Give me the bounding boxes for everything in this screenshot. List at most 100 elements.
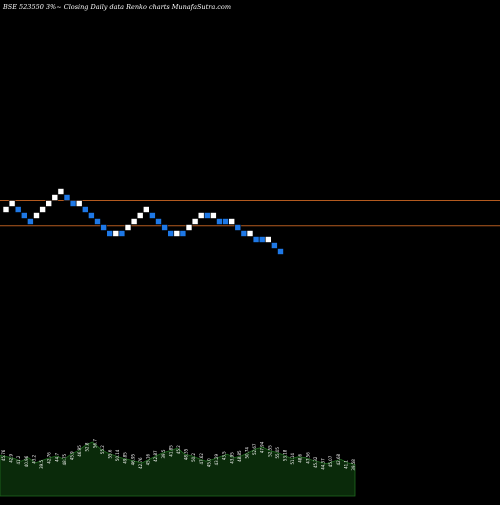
renko-brick-down [234,224,242,231]
renko-brick-up [112,230,120,237]
renko-brick-down [100,224,107,231]
renko-brick-up [197,212,205,219]
renko-brick-down [94,218,101,225]
renko-brick-down [161,224,168,231]
volume-label: 40.96 [24,455,29,467]
renko-brick-down [167,230,174,237]
renko-brick-up [57,188,65,195]
renko-brick-down [20,212,28,219]
renko-brick-up [45,200,53,207]
renko-brick-up [264,236,272,243]
volume-label: 47.62 [199,453,204,465]
volume-label: 45.76 [1,449,6,461]
renko-brick-up [51,194,59,201]
volume-label: 41.85 [168,445,173,457]
volume-label: 44.7 [54,453,59,462]
volume-label: 52.55 [267,445,272,457]
volume-label: 42.87 [153,450,158,462]
volume-label: 48.6 [298,453,303,462]
volume-label: 50.74 [245,447,250,459]
renko-brick-down [14,206,22,213]
volume-label: 39.58 [351,459,356,471]
renko-brick-up [39,206,46,213]
renko-brick-up [75,200,83,207]
volume-label: 43.95 [229,452,234,464]
volume-label: 47.56 [305,452,310,464]
volume-label: 52.8 [85,442,90,451]
volume-label: 44.37 [321,458,326,470]
volume-label: 55.6 [108,449,113,458]
volume-label: 47.94 [260,441,265,453]
volume-area [0,441,356,497]
renko-brick-down [27,218,34,225]
volume-label: 43.2 [31,454,36,463]
volume-label: 45.16 [146,453,151,465]
renko-brick-down [222,218,229,225]
volume-label: 43.29 [214,453,219,465]
volume-label: 56.7 [92,439,97,448]
renko-brick-down [204,212,211,219]
renko-brick-down [277,248,284,255]
renko-brick-up [191,218,199,225]
chart-title: BSE 523550 3%~ Closing Daily data Renko … [2,3,231,11]
renko-brick-down [88,212,95,219]
volume-label: 50.14 [115,449,120,461]
volume-label: 55.2 [100,445,105,454]
volume-label: 46.95 [130,453,135,465]
renko-brick-up [143,206,150,213]
renko-brick-up [185,224,193,231]
renko-bricks [2,188,284,255]
renko-brick-up [33,212,40,219]
reference-lines [0,200,500,227]
volume-label: 45.0 [206,458,211,467]
volume-label: 46.95 [77,445,82,457]
renko-brick-up [130,218,138,225]
volume-label: 39.5 [39,460,44,469]
volume-label: 49.85 [123,452,128,464]
renko-brick-down [240,230,248,237]
renko-brick-down [149,212,156,219]
volume-label: 48.75 [62,453,67,465]
volume-label: 51.14 [290,453,295,465]
renko-brick-down [252,236,260,243]
volume-label: 45.32 [313,456,318,468]
renko-brick-down [106,230,113,237]
renko-brick-down [155,218,162,225]
renko-brick-down [63,194,71,201]
volume-label: 41.2 [16,455,21,464]
volume-label: 45.2 [176,445,181,454]
renko-brick-up [210,212,217,219]
volume-panel: 45.76 42.9 41.2 40.96 43.239.542.76 44.7 48.75… [0,439,356,497]
renko-brick-up [173,230,181,237]
volume-label: 53.18 [283,449,288,461]
renko-brick-up [124,224,132,231]
volume-label: 42.9 [9,453,14,462]
renko-brick-up [246,230,254,237]
renko-brick-up [228,218,235,225]
volume-label: 48.35 [184,448,189,460]
volume-label: 55.05 [275,447,280,459]
renko-brick-up [8,200,16,207]
volume-label: 42.76 [47,452,52,464]
renko-brick-up [136,212,144,219]
volume-label: 45.9 [70,451,75,460]
volume-label: 42.76 [138,457,143,469]
renko-brick-down [179,230,187,237]
volume-label: 52.67 [252,443,257,455]
volume-label: 45.07 [328,455,333,467]
volume-label: 39.5 [161,449,166,458]
renko-brick-down [69,200,77,207]
renko-brick-down [216,218,223,225]
volume-label: 41.1 [343,460,348,469]
renko-brick-down [258,236,266,243]
renko-brick-up [2,206,10,213]
renko-brick-down [271,242,278,249]
renko-brick-down [82,206,89,213]
volume-label: 42.68 [336,453,341,465]
volume-label: 48.85 [237,450,242,462]
volume-label: 50.2 [191,453,196,462]
renko-brick-down [118,230,126,237]
